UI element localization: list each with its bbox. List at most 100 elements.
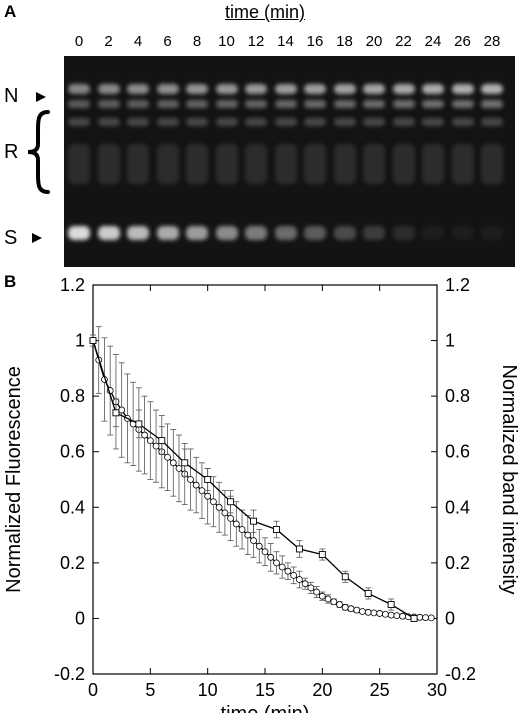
data-point-circle	[341, 603, 349, 611]
y-tick-label-right: 1.2	[445, 275, 470, 295]
y-tick-label-right: 1	[445, 331, 455, 351]
gel-band-n	[215, 84, 238, 94]
data-point-circle	[118, 406, 126, 414]
y-axis-label-right: Normalized band intensity	[498, 364, 520, 594]
data-point-circle	[416, 613, 424, 621]
x-tick-label: 0	[88, 680, 98, 700]
gel-smear	[245, 144, 267, 184]
data-point-circle	[278, 563, 286, 571]
y-tick-label-left: 0.6	[60, 442, 85, 462]
series-line	[92, 340, 432, 619]
data-point-circle	[267, 553, 275, 561]
gel-band-r	[274, 118, 297, 126]
lane-label: 22	[395, 33, 412, 50]
gel-band-n	[127, 84, 149, 94]
gel-band-s	[97, 226, 120, 240]
lane-label: 0	[74, 33, 84, 50]
data-point-square	[89, 337, 97, 345]
y-tick-label-left: 1.2	[60, 275, 85, 295]
gel-image	[64, 56, 515, 267]
gel-band-s	[274, 226, 297, 240]
data-point-square	[410, 614, 418, 622]
lane-label: 12	[247, 33, 265, 50]
data-point-square	[181, 459, 189, 467]
lane-label: 18	[336, 33, 353, 50]
data-point-circle	[273, 559, 280, 567]
gel-band-r	[215, 100, 238, 108]
data-point-circle	[146, 437, 154, 445]
data-point-circle	[359, 608, 366, 615]
data-point-circle	[290, 571, 298, 579]
gel-band-r	[392, 100, 415, 108]
data-point-square	[135, 420, 143, 428]
data-point-circle	[215, 503, 223, 511]
data-point-circle	[364, 608, 372, 616]
x-tick-label: 15	[255, 680, 275, 700]
data-point-circle	[370, 609, 378, 617]
lane-label: 20	[365, 33, 383, 50]
gel-band-r	[68, 118, 90, 126]
lane-label: 6	[163, 33, 172, 50]
data-point-square	[273, 526, 280, 533]
panel-b-label: B	[4, 272, 17, 291]
gel-band-n	[481, 84, 503, 94]
x-tick-label: 25	[370, 680, 390, 700]
gel-band-n	[68, 84, 90, 94]
gel-band-r	[422, 118, 444, 126]
band-arrow-s	[32, 233, 42, 243]
data-point-circle	[427, 614, 435, 622]
y-tick-label-right: 0.2	[445, 553, 470, 573]
y-tick-label-right: 0	[445, 608, 455, 628]
data-point-circle	[347, 605, 355, 613]
gel-band-r	[186, 118, 208, 126]
y-tick-label-right: -0.2	[445, 664, 476, 684]
x-tick-label: 30	[427, 680, 447, 700]
lane-label: 26	[454, 33, 471, 50]
gel-smear	[451, 144, 474, 184]
x-tick-label: 5	[145, 680, 155, 700]
data-point-circle	[261, 548, 269, 556]
band-arrow-n	[36, 92, 46, 102]
gel-band-r	[127, 118, 149, 126]
gel-band-r	[97, 118, 120, 126]
data-point-circle	[336, 601, 343, 608]
gel-band-s	[127, 226, 149, 240]
gel-band-r	[245, 118, 267, 126]
gel-band-r	[304, 118, 326, 126]
data-point-circle	[164, 453, 171, 461]
y-tick-label-left: 0.2	[60, 553, 85, 573]
gel-band-r	[245, 100, 267, 108]
gel-smear	[215, 144, 238, 184]
y-tick-label-left: -0.2	[54, 664, 85, 684]
data-point-square	[250, 517, 257, 525]
gel-band-s	[304, 226, 326, 240]
data-point-square	[318, 551, 326, 558]
gel-smear	[186, 144, 208, 184]
band-label-s: S	[4, 227, 18, 249]
y-tick-label-left: 0.4	[60, 497, 85, 517]
gel-band-r	[481, 118, 503, 126]
gel-smear	[68, 144, 90, 184]
gel-band-n	[333, 84, 356, 94]
y-tick-label-right: 0.8	[445, 386, 470, 406]
data-point-square	[364, 589, 372, 597]
gel-band-r	[186, 100, 208, 108]
gel-band-n	[274, 84, 297, 94]
y-tick-label-left: 1	[75, 331, 85, 351]
data-point-circle	[301, 580, 309, 588]
gel-band-n	[97, 84, 120, 94]
data-point-circle	[422, 614, 429, 621]
lane-label: 28	[483, 33, 501, 50]
gel-band-s	[245, 226, 267, 240]
gel-band-s	[156, 226, 179, 240]
bracket-r	[27, 110, 50, 194]
gel-band-r	[451, 100, 474, 108]
gel-smear	[422, 144, 444, 184]
lane-label: 24	[424, 33, 442, 50]
data-point-circle	[192, 481, 200, 489]
data-point-square	[204, 476, 212, 483]
data-point-circle	[393, 612, 401, 620]
lane-label: 4	[133, 33, 143, 50]
gel-time-header: time (min)	[225, 2, 305, 22]
data-point-circle	[255, 542, 263, 550]
